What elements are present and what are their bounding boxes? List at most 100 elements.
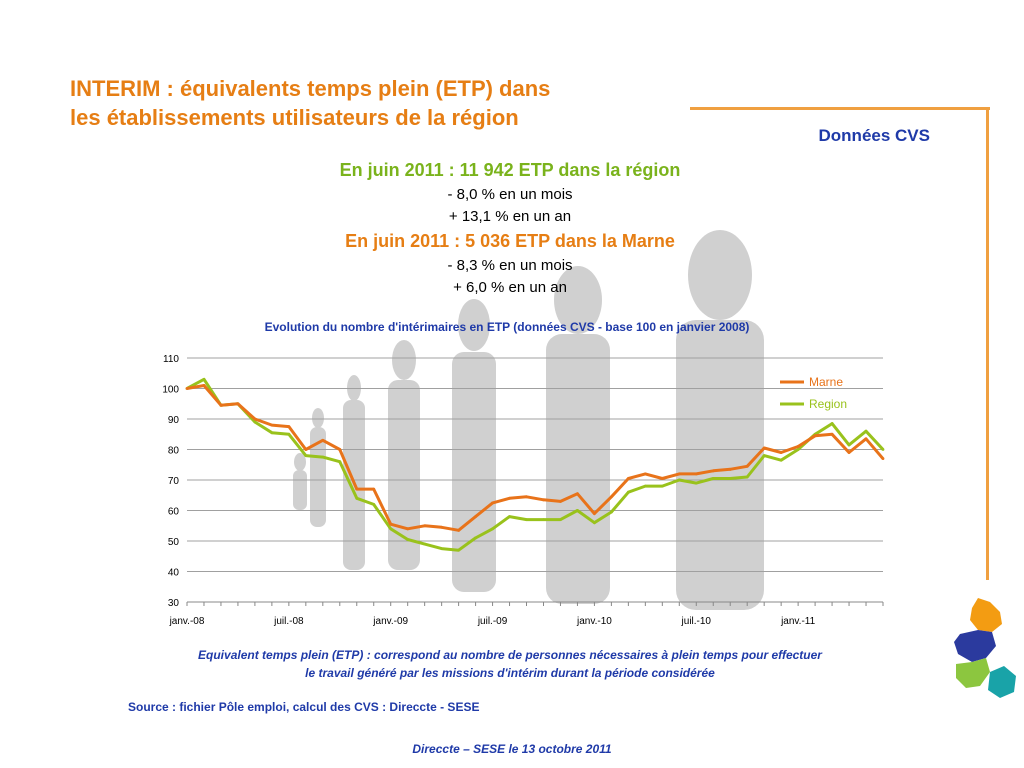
- data-point-marne: [406, 527, 410, 531]
- data-point-region: [626, 490, 630, 494]
- data-point-region: [559, 518, 562, 522]
- data-point-region: [338, 460, 342, 464]
- data-point-marne: [491, 501, 494, 505]
- data-point-marne: [559, 499, 562, 503]
- y-tick-label: 80: [168, 446, 180, 457]
- data-point-marne: [813, 434, 817, 438]
- data-point-region: [525, 518, 528, 522]
- data-point-region: [202, 377, 206, 381]
- data-point-marne: [881, 457, 885, 461]
- data-point-region: [660, 484, 664, 488]
- data-point-marne: [440, 525, 444, 529]
- y-tick-label: 70: [168, 476, 180, 487]
- y-tick-label: 30: [168, 598, 180, 609]
- x-axis-ticks: janv.-08 juil.-08 janv.-09 juil.-09 janv.-10…: [169, 602, 884, 627]
- legend: Marne Region: [780, 375, 847, 411]
- title-line-1: INTERIM : équivalents temps plein (ETP) …: [70, 76, 551, 101]
- region-headline: En juin 2011 : 11 942 ETP dans la région: [339, 160, 681, 180]
- data-point-region: [253, 420, 257, 424]
- data-point-region: [677, 478, 681, 482]
- series-line-region: [186, 377, 885, 552]
- legend-label: Marne: [809, 375, 843, 389]
- y-tick-label: 60: [168, 507, 180, 518]
- frame-top-line: [690, 107, 990, 110]
- data-point-region: [830, 422, 834, 425]
- data-point-region: [745, 475, 749, 479]
- y-tick-label: 110: [163, 354, 179, 365]
- y-axis-ticks: 30 40 50 60 70 80 90 100 110: [162, 354, 179, 609]
- data-point-region: [847, 443, 851, 447]
- data-point-marne: [185, 387, 189, 390]
- data-point-marne: [202, 384, 206, 387]
- marne-headline: En juin 2011 : 5 036 ETP dans la Marne: [345, 231, 675, 251]
- data-type-badge: Données CVS: [818, 126, 930, 145]
- data-point-region: [491, 527, 494, 531]
- frame-right-line: [986, 107, 989, 580]
- title-line-2: les établissements utilisateurs de la ré…: [70, 105, 519, 130]
- data-point-marne: [338, 448, 342, 451]
- x-tick-label: janv.-08: [169, 616, 205, 627]
- data-point-marne: [457, 528, 461, 532]
- data-point-marne: [525, 495, 528, 499]
- data-point-marne: [847, 451, 851, 454]
- data-point-region: [779, 458, 783, 462]
- x-tick-label: janv.-11: [780, 616, 816, 627]
- data-point-marne: [270, 423, 274, 427]
- data-point-region: [406, 538, 410, 541]
- data-point-marne: [593, 512, 596, 515]
- data-point-region: [881, 448, 885, 451]
- legend-label: Region: [809, 397, 847, 411]
- chart-title: Evolution du nombre d'intérimaires en ET…: [264, 320, 750, 334]
- data-point-region: [355, 496, 359, 500]
- series-line-marne: [186, 384, 885, 532]
- data-point-marne: [660, 477, 664, 480]
- data-point-marne: [304, 448, 308, 451]
- x-tick-label: juil.-10: [681, 616, 712, 627]
- footer-date: Direccte – SESE le 13 octobre 2011: [412, 742, 612, 756]
- x-tick-label: janv.-10: [576, 616, 612, 627]
- data-point-marne: [372, 487, 376, 491]
- data-point-marne: [474, 515, 477, 518]
- data-point-marne: [643, 472, 647, 476]
- data-point-region: [457, 548, 461, 552]
- y-tick-label: 100: [162, 385, 179, 396]
- data-point-marne: [253, 417, 257, 421]
- y-tick-label: 90: [168, 415, 180, 426]
- etp-definition-note: Equivalent temps plein (ETP) : correspon…: [130, 646, 890, 682]
- data-point-region: [304, 454, 308, 457]
- y-tick-label: 40: [168, 568, 180, 579]
- data-point-region: [694, 481, 698, 485]
- data-point-region: [423, 542, 427, 546]
- region-month-change: - 8,0 % en un mois: [447, 186, 573, 203]
- data-point-marne: [423, 524, 427, 528]
- data-point-marne: [542, 498, 545, 502]
- data-point-region: [372, 503, 376, 506]
- data-point-marne: [609, 495, 613, 499]
- note-line-2: le travail généré par les missions d'int…: [305, 666, 715, 680]
- x-tick-label: juil.-08: [273, 616, 304, 627]
- data-point-marne: [779, 451, 783, 454]
- data-point-region: [643, 484, 647, 488]
- data-point-region: [728, 477, 732, 480]
- data-point-region: [593, 521, 596, 525]
- data-point-marne: [830, 432, 834, 436]
- data-point-region: [287, 432, 291, 436]
- data-point-marne: [508, 496, 511, 500]
- data-point-marne: [694, 472, 698, 476]
- data-point-region: [508, 515, 511, 518]
- source-note: Source : fichier Pôle emploi, calcul des…: [128, 700, 480, 714]
- region-year-change: + 13,1 % en un an: [448, 208, 572, 225]
- x-tick-label: juil.-09: [477, 616, 508, 627]
- data-point-region: [711, 477, 715, 480]
- data-point-marne: [626, 477, 630, 480]
- data-point-region: [474, 536, 477, 540]
- data-point-region: [389, 527, 393, 531]
- data-point-marne: [389, 522, 393, 526]
- data-point-marne: [864, 437, 868, 441]
- marne-year-change: + 6,0 % en un an: [453, 279, 567, 296]
- data-point-region: [796, 448, 800, 451]
- data-point-marne: [762, 446, 766, 450]
- data-point-marne: [576, 492, 579, 496]
- data-point-region: [542, 518, 545, 522]
